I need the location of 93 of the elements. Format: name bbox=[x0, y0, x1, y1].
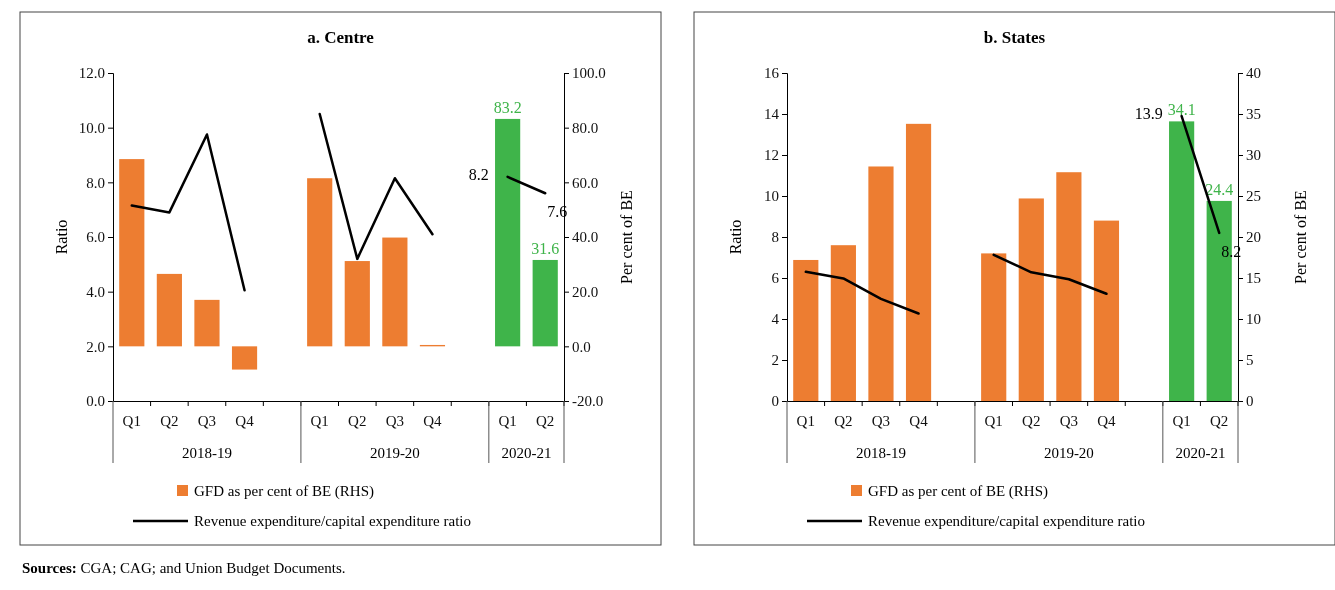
y-tick-label: 0 bbox=[771, 393, 779, 410]
y-tick-label: 12.0 bbox=[78, 65, 105, 82]
y-tick-label: 2 bbox=[771, 352, 779, 369]
y2-tick-label: 0 bbox=[1246, 393, 1254, 410]
text: 2020-21 bbox=[1175, 445, 1226, 461]
y2-axis-title: Per cent of BE bbox=[1292, 190, 1309, 284]
y-axis-title: Ratio bbox=[53, 219, 70, 255]
text: 2020-21 bbox=[501, 445, 552, 461]
y2-tick-label: 100.0 bbox=[572, 65, 606, 82]
x-tick-label: Q3 bbox=[385, 412, 405, 429]
bar bbox=[344, 261, 370, 347]
y2-tick-label: 20 bbox=[1246, 229, 1261, 246]
legend-label: Revenue expenditure/capital expenditure ratio bbox=[868, 513, 1145, 529]
bar bbox=[868, 166, 894, 401]
y-tick-label: 16 bbox=[764, 65, 780, 82]
y2-tick-label: 80.0 bbox=[572, 119, 599, 136]
data-label: 31.6 bbox=[531, 239, 560, 257]
y-tick-label: 8 bbox=[771, 229, 779, 246]
x-tick-label: Q3 bbox=[197, 412, 217, 429]
y2-tick-label: 40 bbox=[1246, 65, 1261, 82]
bar bbox=[194, 299, 220, 347]
text: 2018-19 bbox=[181, 445, 232, 461]
y2-tick-label: 5 bbox=[1246, 352, 1254, 369]
x-tick-label: Q3 bbox=[1059, 412, 1079, 429]
y-tick-label: 2.0 bbox=[86, 338, 105, 355]
bar bbox=[981, 253, 1007, 401]
data-label: 83.2 bbox=[493, 98, 522, 116]
y2-tick-label: 15 bbox=[1246, 270, 1261, 287]
y2-tick-label: 0.0 bbox=[572, 338, 591, 355]
x-tick-label: Q1 bbox=[984, 412, 1003, 429]
text: 2019-20 bbox=[369, 445, 420, 461]
bar bbox=[830, 245, 856, 401]
y2-tick-label: 20.0 bbox=[572, 283, 599, 300]
x-tick-label: Q2 bbox=[536, 412, 555, 429]
x-tick-label: Q1 bbox=[122, 412, 141, 429]
bar bbox=[1018, 198, 1044, 401]
y-tick-label: 6.0 bbox=[86, 229, 105, 246]
x-tick-label: Q4 bbox=[423, 412, 443, 429]
text: 2019-20 bbox=[1043, 445, 1094, 461]
y2-tick-label: 10 bbox=[1246, 311, 1261, 328]
y2-axis-title: Per cent of BE bbox=[618, 190, 635, 284]
y-axis-title: Ratio bbox=[727, 219, 744, 255]
legend-label: Revenue expenditure/capital expenditure ratio bbox=[194, 513, 471, 529]
x-tick-label: Q1 bbox=[796, 412, 815, 429]
y2-tick-label: 30 bbox=[1246, 147, 1261, 164]
y2-tick-label: 25 bbox=[1246, 188, 1261, 205]
source-note: Sources: CGA; CAG; and Union Budget Documents. bbox=[22, 560, 346, 576]
x-tick-label: Q2 bbox=[160, 412, 179, 429]
x-tick-label: Q4 bbox=[235, 412, 255, 429]
chart-title: b. States bbox=[983, 28, 1046, 47]
data-label: 8.2 bbox=[468, 165, 489, 183]
y-tick-label: 4 bbox=[771, 311, 780, 328]
bar bbox=[119, 159, 145, 347]
x-tick-label: Q3 bbox=[871, 412, 891, 429]
data-label: 34.1 bbox=[1167, 101, 1196, 119]
legend-label: GFD as per cent of BE (RHS) bbox=[194, 483, 374, 500]
bar bbox=[532, 259, 558, 347]
y-tick-label: 12 bbox=[764, 147, 779, 164]
bar bbox=[231, 346, 258, 370]
y-tick-label: 10 bbox=[764, 188, 779, 205]
bar bbox=[1056, 172, 1082, 401]
y-tick-label: 6 bbox=[771, 270, 780, 287]
y2-tick-label: 35 bbox=[1246, 106, 1261, 123]
bar bbox=[156, 273, 182, 347]
x-tick-label: Q4 bbox=[909, 412, 929, 429]
y2-tick-label: -20.0 bbox=[572, 393, 604, 410]
bar bbox=[495, 118, 521, 347]
chart-title: a. Centre bbox=[307, 28, 375, 47]
y2-tick-label: 40.0 bbox=[572, 229, 599, 246]
bar bbox=[1093, 220, 1120, 401]
bar bbox=[905, 123, 932, 401]
x-tick-label: Q1 bbox=[1172, 412, 1191, 429]
y-tick-label: 14 bbox=[764, 106, 780, 123]
data-label: 13.9 bbox=[1134, 105, 1163, 123]
text: 2018-19 bbox=[855, 445, 906, 461]
legend-label: GFD as per cent of BE (RHS) bbox=[868, 483, 1048, 500]
y-tick-label: 10.0 bbox=[78, 119, 105, 136]
bar bbox=[1169, 121, 1195, 401]
y2-tick-label: 60.0 bbox=[572, 174, 599, 191]
bar bbox=[382, 237, 408, 347]
x-tick-label: Q1 bbox=[498, 412, 517, 429]
x-tick-label: Q2 bbox=[348, 412, 367, 429]
x-tick-label: Q1 bbox=[310, 412, 329, 429]
bar bbox=[307, 178, 333, 347]
bar bbox=[793, 259, 819, 401]
x-tick-label: Q2 bbox=[1022, 412, 1041, 429]
y-tick-label: 4.0 bbox=[86, 283, 105, 300]
x-tick-label: Q4 bbox=[1097, 412, 1117, 429]
x-tick-label: Q2 bbox=[1210, 412, 1229, 429]
x-tick-label: Q2 bbox=[834, 412, 853, 429]
y-tick-label: 8.0 bbox=[86, 174, 105, 191]
y-tick-label: 0.0 bbox=[86, 393, 105, 410]
data-label: 24.4 bbox=[1205, 180, 1234, 198]
